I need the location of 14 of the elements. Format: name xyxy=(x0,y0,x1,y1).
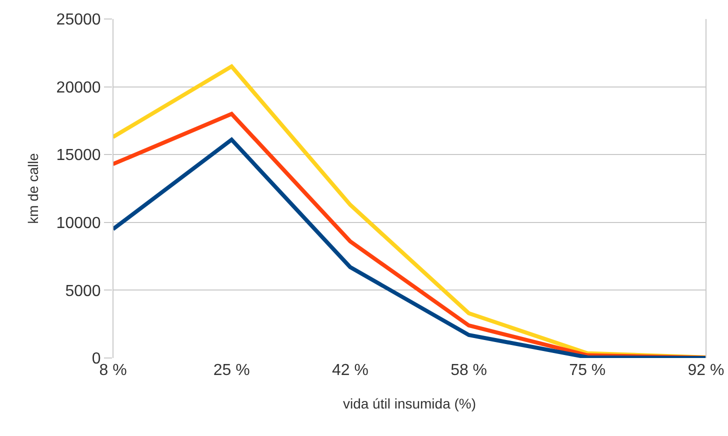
x-tick-label: 58 % xyxy=(450,362,488,379)
y-axis-title: km de calle xyxy=(24,152,41,224)
x-tick-label: 92 % xyxy=(688,362,724,379)
x-tick-label: 25 % xyxy=(213,362,250,379)
y-tick-label: 0 xyxy=(92,350,101,368)
x-tick-label: 8 % xyxy=(99,362,127,379)
x-axis-title: vida útil insumida (%) xyxy=(342,395,476,412)
y-tick-label: 15000 xyxy=(56,147,101,164)
y-tick-label: 5000 xyxy=(65,282,101,300)
y-tick-label: 20000 xyxy=(56,79,101,96)
y-tick-label: 25000 xyxy=(56,12,101,29)
x-tick-label: 42 % xyxy=(332,362,368,379)
y-tick-label: 10000 xyxy=(56,215,101,232)
x-tick-label: 75 % xyxy=(569,362,606,379)
